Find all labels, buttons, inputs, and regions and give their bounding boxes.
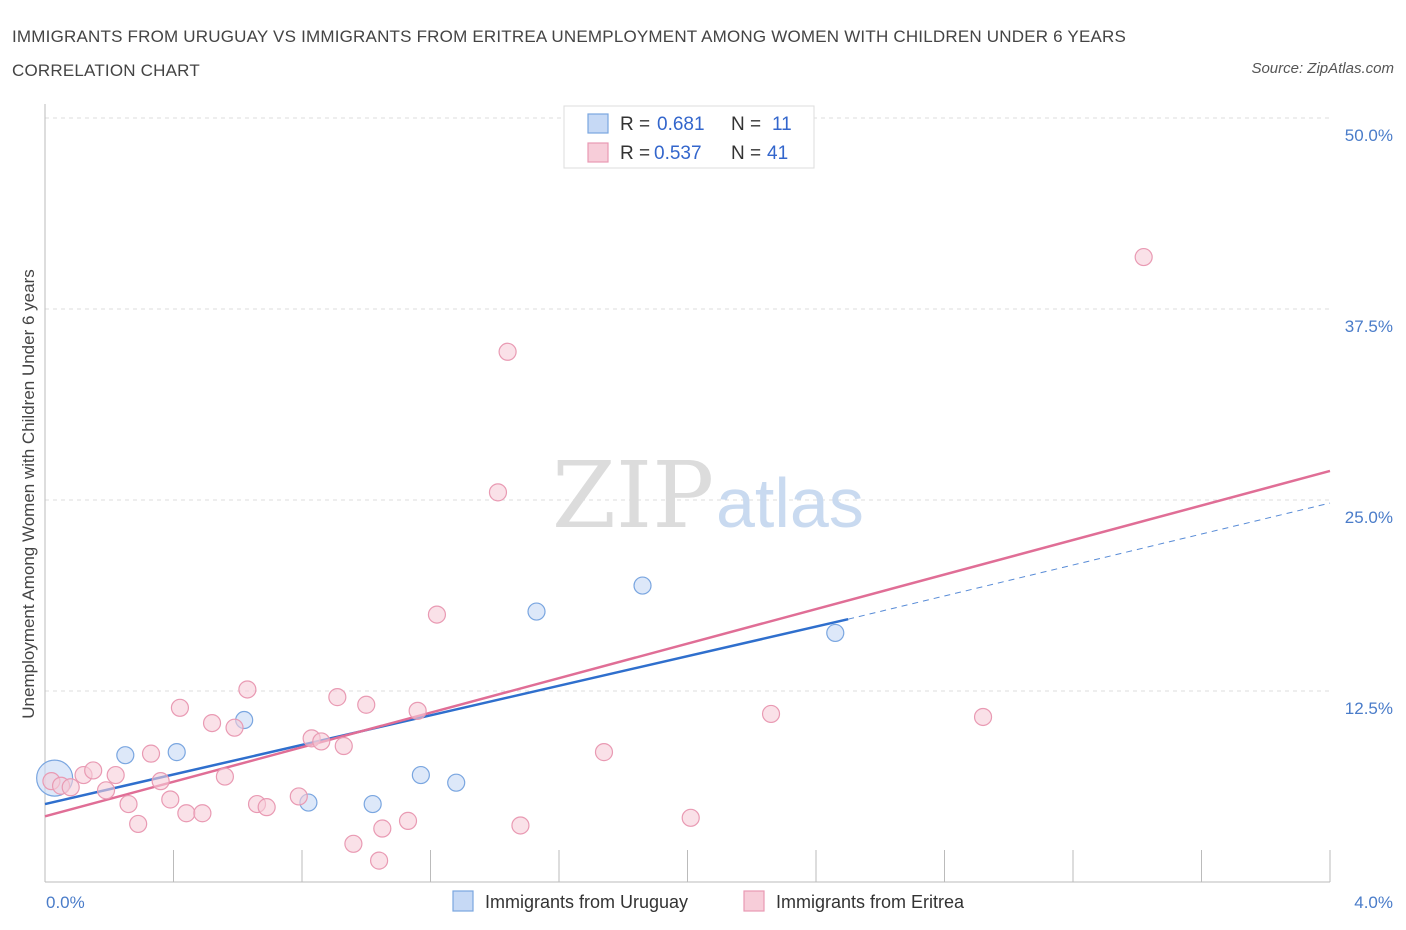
point-s1-20 [257, 798, 276, 817]
bottom-legend: Immigrants from Uruguay Immigrants from … [452, 890, 965, 912]
trend-line-0 [44, 617, 849, 806]
watermark-atlas: atlas [716, 464, 864, 542]
point-s1-37 [681, 808, 700, 827]
point-s1-29 [373, 819, 392, 838]
point-s1-7 [119, 794, 138, 814]
x-tick-label-1: 4.0% [1354, 893, 1393, 912]
bottom-legend-label-uruguay: Immigrants from Uruguay [485, 892, 688, 912]
point-s1-13 [177, 804, 196, 823]
point-s1-15 [202, 713, 222, 733]
axes [44, 104, 1331, 883]
legend-swatch-uruguay [587, 113, 609, 134]
point-s1-27 [357, 695, 376, 714]
legend-n-value-eritrea: 41 [767, 143, 788, 164]
legend-n-label-eritrea: N = [731, 143, 761, 164]
point-s1-33 [488, 483, 508, 502]
legend-r-value-eritrea: 0.537 [654, 143, 702, 164]
point-s1-5 [96, 781, 116, 800]
tick-labels: 12.5% 25.0% 37.5% 50.0% 0.0% 4.0% [46, 126, 1393, 912]
point-s0-8 [527, 602, 546, 621]
watermark: ZIP atlas [552, 442, 864, 549]
point-s1-9 [141, 744, 161, 763]
chart-title: IMMIGRANTS FROM URUGUAY VS IMMIGRANTS FR… [12, 27, 1127, 80]
y-tick-label-3: 50.0% [1345, 126, 1393, 145]
grid-lines [45, 117, 1330, 692]
point-s1-40 [1134, 247, 1153, 267]
point-s1-21 [289, 787, 308, 806]
point-s1-35 [511, 816, 530, 835]
watermark-zip: ZIP [552, 442, 714, 549]
point-s1-4 [84, 761, 103, 780]
bottom-legend-label-eritrea: Immigrants from Eritrea [776, 892, 965, 912]
point-s1-6 [106, 765, 125, 785]
point-s0-6 [411, 765, 430, 785]
legend-r-label-uruguay: R = [620, 114, 650, 135]
point-s0-7 [447, 773, 466, 792]
trend-lines [44, 469, 1331, 818]
point-s1-2 [61, 778, 80, 797]
point-s1-18 [238, 680, 257, 699]
x-tick-label-0: 0.0% [46, 893, 85, 912]
point-s1-14 [193, 804, 212, 823]
point-s1-38 [761, 704, 781, 724]
trend-line-1 [44, 469, 1331, 818]
point-s1-32 [427, 605, 447, 624]
data-points [36, 247, 1153, 870]
point-s1-39 [973, 707, 993, 727]
point-s1-26 [344, 834, 363, 853]
point-s0-9 [633, 576, 652, 595]
point-s1-8 [129, 814, 148, 834]
y-tick-label-0: 12.5% [1345, 699, 1393, 718]
point-s1-34 [498, 342, 517, 361]
point-s1-17 [225, 718, 244, 737]
legend-r-value-uruguay: 0.681 [657, 114, 705, 135]
point-s1-16 [215, 767, 234, 786]
bottom-legend-swatch-uruguay [452, 890, 474, 912]
y-tick-label-2: 37.5% [1345, 317, 1393, 336]
point-s0-1 [116, 746, 135, 765]
point-s1-12 [170, 698, 190, 717]
legend-r-label-eritrea: R = [620, 143, 650, 164]
point-s1-28 [370, 851, 389, 870]
point-s1-30 [398, 811, 418, 830]
point-s0-5 [363, 794, 382, 814]
point-s1-10 [151, 772, 170, 791]
y-axis-label: Unemployment Among Women with Children U… [19, 269, 38, 718]
point-s0-2 [167, 743, 186, 762]
legend-n-value-uruguay: 11 [772, 114, 792, 135]
legend-n-label-uruguay: N = [731, 114, 761, 135]
point-s1-25 [334, 736, 353, 756]
point-s1-23 [312, 732, 331, 751]
legend-swatch-eritrea [587, 142, 609, 163]
y-tick-label-1: 25.0% [1345, 508, 1393, 527]
point-s1-36 [594, 743, 614, 762]
trend-extension-0 [848, 502, 1331, 620]
source-credit: Source: ZipAtlas.com [1251, 60, 1394, 77]
legend: R = 0.681 N = 11 R = 0.537 N = 41 [563, 105, 815, 169]
point-s1-31 [408, 701, 427, 720]
point-s1-24 [328, 688, 347, 707]
point-s1-11 [161, 790, 180, 809]
point-s0-10 [826, 623, 845, 643]
bottom-legend-swatch-eritrea [743, 890, 765, 912]
